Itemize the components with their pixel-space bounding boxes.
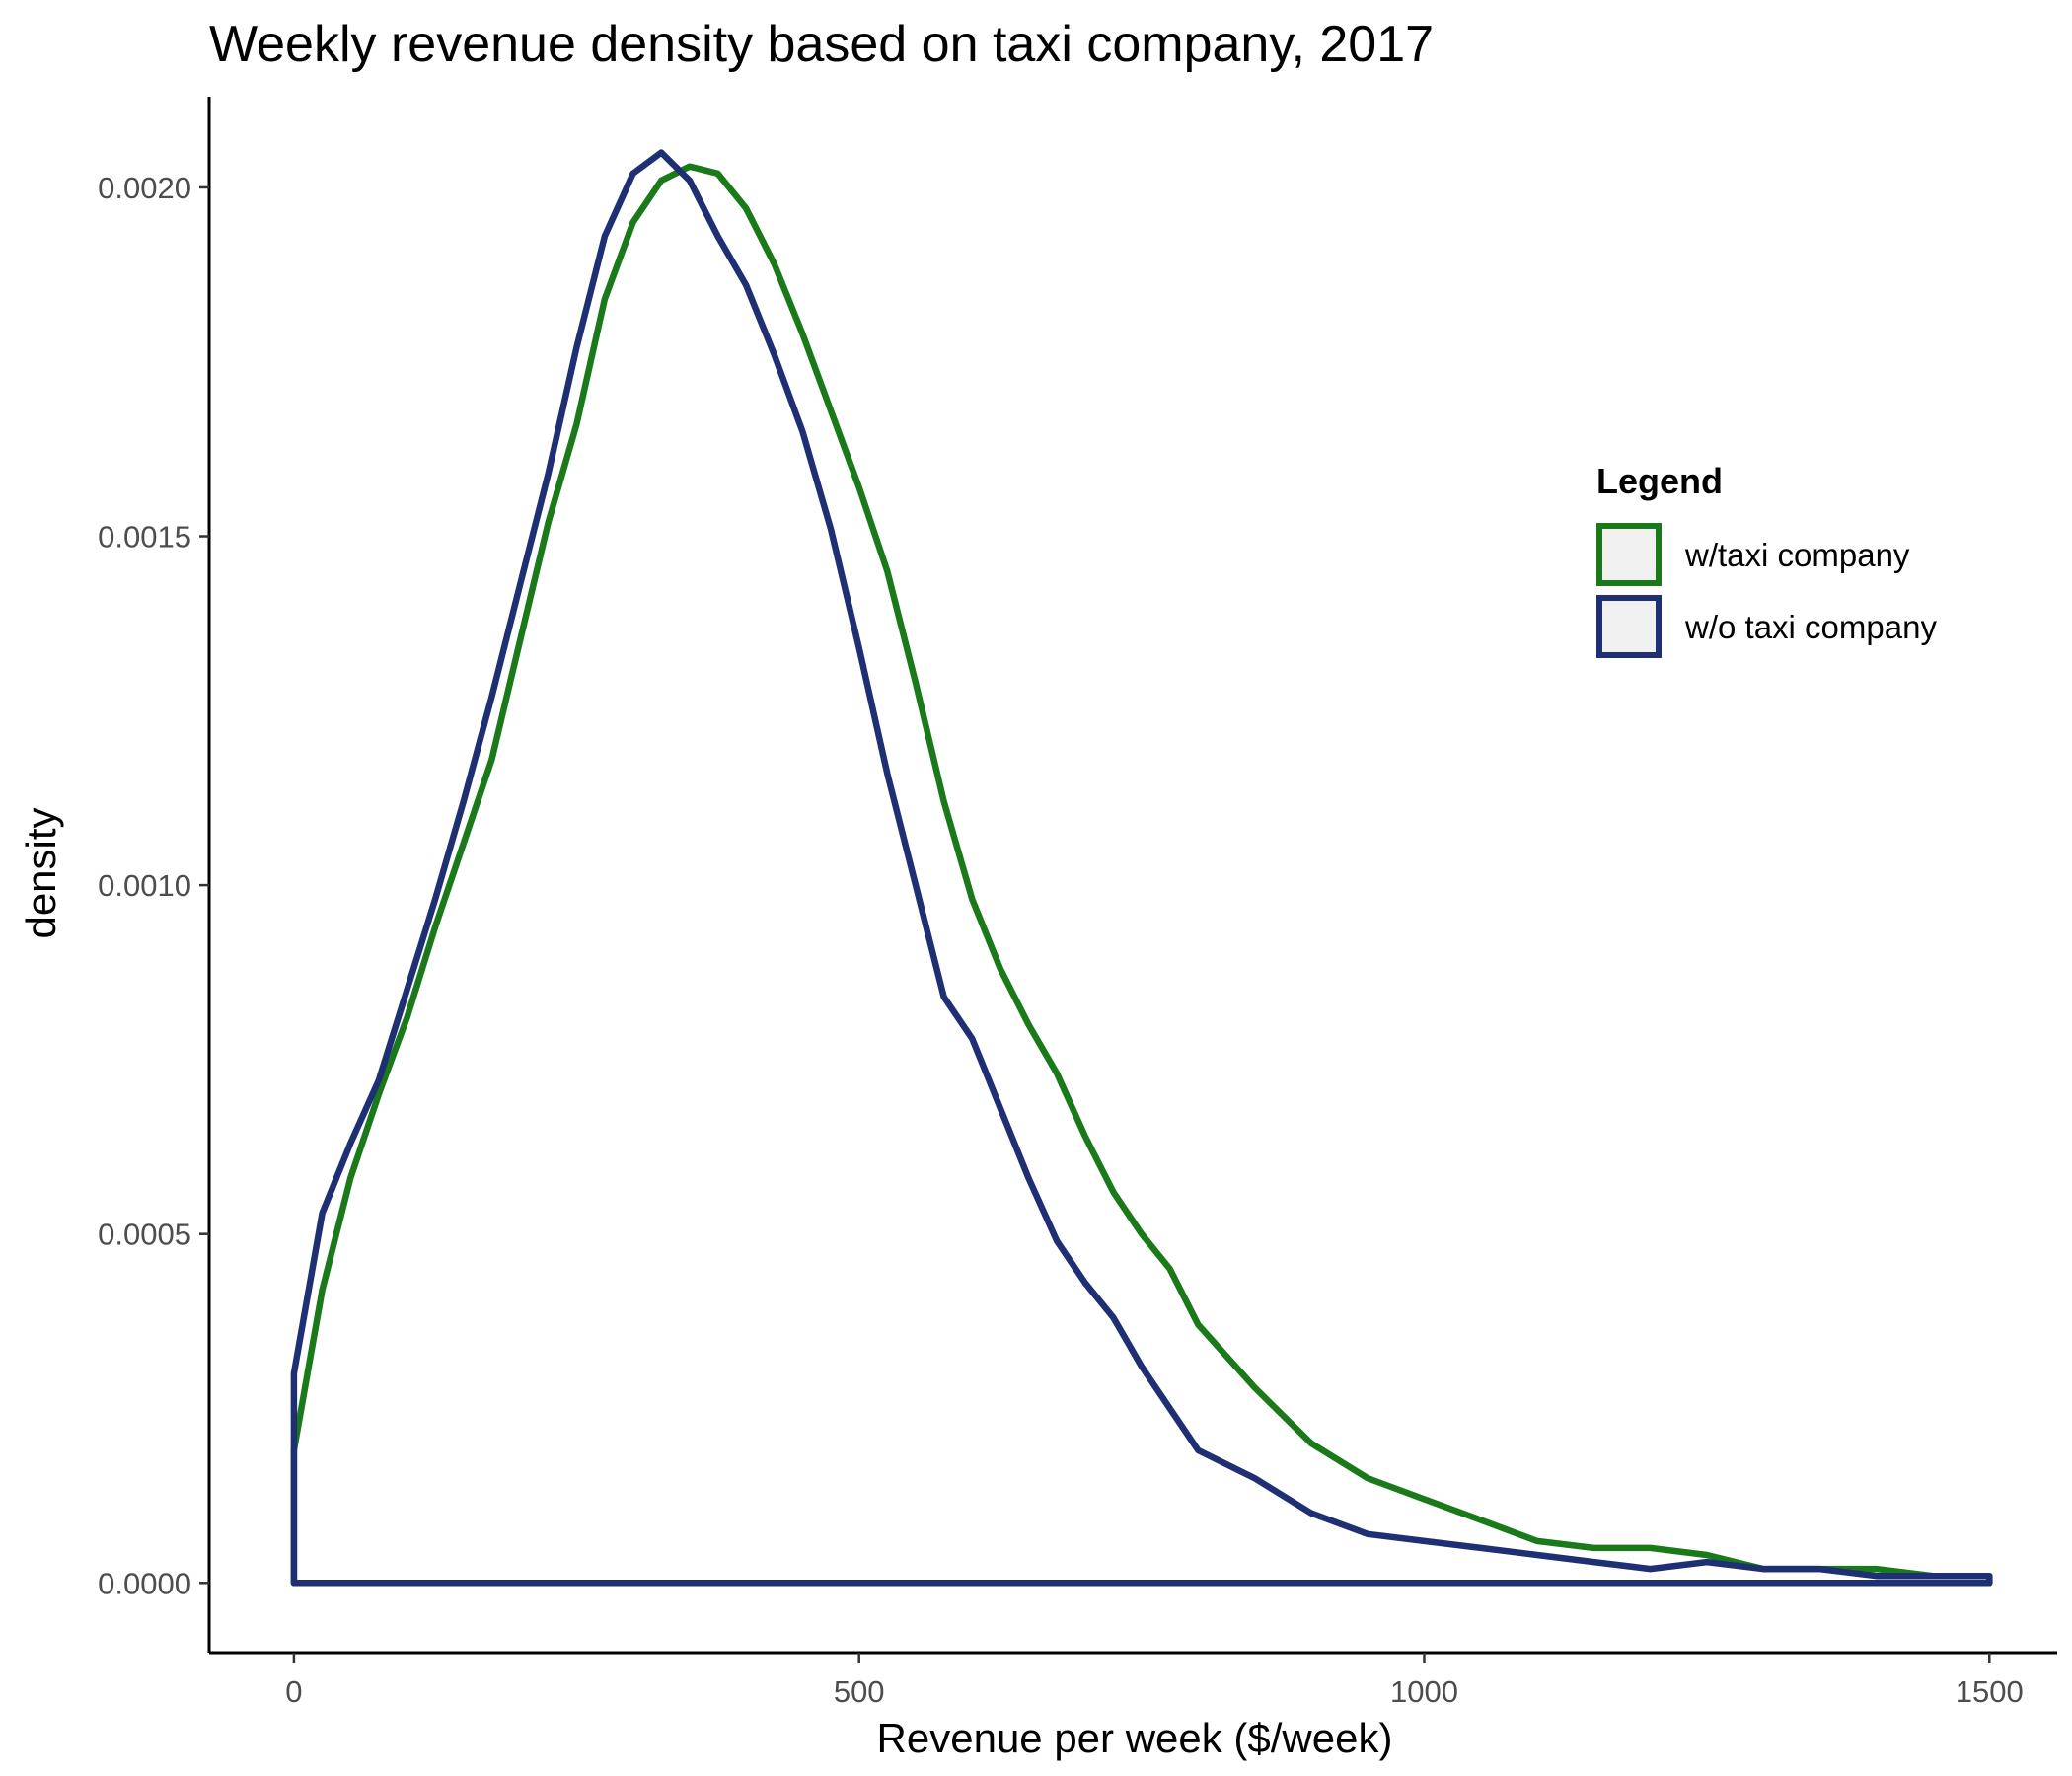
x-axis-label: Revenue per week ($/week) xyxy=(877,1715,1393,1761)
density-curve-with-taxi-company xyxy=(290,163,1993,1587)
x-tick-label: 1000 xyxy=(1390,1674,1458,1709)
x-tick-label: 0 xyxy=(285,1674,302,1709)
y-tick-label: 0.0015 xyxy=(98,520,191,555)
legend-title: Legend xyxy=(1596,461,1723,501)
plot-area: 0 500 1000 1500 0.0000 0.0005 0.0010 0.0015 0.00… xyxy=(98,97,2057,1709)
y-tick-label: 0.0010 xyxy=(98,868,191,903)
legend-key-without-taxi-company xyxy=(1596,595,1662,658)
chart-title: Weekly revenue density based on taxi com… xyxy=(209,16,1434,73)
y-tick-label: 0.0000 xyxy=(98,1566,191,1600)
legend: Legend w/taxi company w/o taxi company xyxy=(1596,461,1937,658)
legend-key-with-taxi-company xyxy=(1596,523,1662,586)
legend-label-with-taxi-company: w/taxi company xyxy=(1684,537,1910,573)
x-tick-label: 500 xyxy=(834,1674,885,1709)
y-tick-label: 0.0005 xyxy=(98,1218,191,1252)
y-axis-label: density xyxy=(18,807,64,938)
legend-label-without-taxi-company: w/o taxi company xyxy=(1684,609,1937,645)
density-curve-without-taxi-company xyxy=(290,149,1993,1587)
y-tick-label: 0.0020 xyxy=(98,171,191,205)
x-tick-label: 1500 xyxy=(1956,1674,2024,1709)
